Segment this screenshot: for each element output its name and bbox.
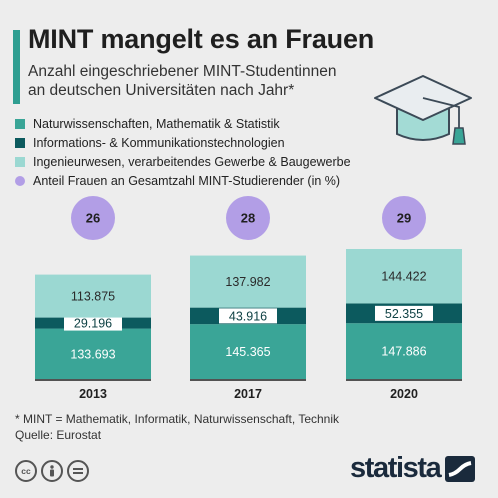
statista-mark-icon [445, 455, 476, 482]
data-label-box-2017 [219, 308, 277, 324]
share-bubble-2017 [226, 196, 270, 240]
legend-label-ingenieurwesen: Ingenieurwesen, verarbeitendes Gewerbe &… [33, 154, 351, 169]
data-label-ikt-2013: 29.196 [74, 317, 112, 331]
legend-item-naturwissenschaften: Naturwissenschaften, Mathematik & Statis… [15, 114, 351, 133]
bar-segment-naturwissenschaften-2013 [35, 328, 151, 379]
legend-swatch-anteil [15, 175, 25, 186]
statista-logo: statista [350, 452, 476, 485]
statista-logo-text: statista [350, 452, 442, 484]
data-label-ingenieurwesen-2017: 137.982 [225, 275, 270, 289]
data-label-ikt-2017: 43.916 [229, 309, 267, 323]
legend-item-anteil: Anteil Frauen an Gesamtzahl MINT-Studier… [15, 171, 351, 190]
data-label-naturwissenschaften-2013: 133.693 [70, 347, 115, 361]
x-tick-label-2017: 2017 [234, 387, 262, 401]
data-label-ingenieurwesen-2020: 144.422 [381, 270, 426, 284]
share-bubble-2020 [382, 196, 426, 240]
stacked-bar-chart: 133.693 29.196 113.875 2013 26 145.365 43.916 1… [35, 196, 462, 401]
legend-item-ikt: Informations- & Kommunikationstechnologi… [15, 133, 351, 152]
footnote: * MINT = Mathematik, Informatik, Naturwi… [15, 411, 339, 443]
data-label-naturwissenschaften-2017: 145.365 [225, 345, 270, 359]
data-label-naturwissenschaften-2020: 147.886 [381, 345, 426, 359]
share-label-2020: 29 [397, 211, 411, 226]
source-note: Quelle: Eurostat [15, 428, 102, 442]
graduation-cap-icon [374, 75, 472, 145]
data-label-box-2013 [64, 315, 122, 331]
legend-item-ingenieurwesen: Ingenieurwesen, verarbeitendes Gewerbe &… [15, 152, 351, 171]
x-tick-label-2020: 2020 [390, 387, 418, 401]
bar-segment-ingenieurwesen-2013 [35, 274, 151, 318]
footnote-mint-definition: * MINT = Mathematik, Informatik, Naturwi… [15, 412, 340, 426]
legend-label-naturwissenschaften: Naturwissenschaften, Mathematik & Statis… [33, 116, 280, 131]
nd-icon [67, 460, 89, 482]
page-subtitle: Anzahl eingeschriebener MINT-Studentinne… [28, 63, 337, 99]
legend-label-ikt: Informations- & Kommunikationstechnologi… [33, 135, 285, 150]
legend-swatch-ingenieurwesen [15, 156, 25, 167]
legend-swatch-ikt [15, 137, 25, 148]
data-label-ikt-2020: 52.355 [385, 307, 423, 321]
bar-segment-naturwissenschaften-2020 [346, 323, 462, 379]
license-icons: cc [15, 460, 93, 482]
data-label-ingenieurwesen-2013: 113.875 [71, 290, 115, 304]
legend-swatch-naturwissenschaften [15, 118, 25, 129]
bar-segment-ingenieurwesen-2020 [346, 249, 462, 304]
share-bubble-2013 [71, 196, 115, 240]
cc-icon: cc [15, 460, 37, 482]
bar-segment-ingenieurwesen-2017 [190, 255, 306, 308]
bar-segment-naturwissenschaften-2017 [190, 324, 306, 379]
legend-label-anteil: Anteil Frauen an Gesamtzahl MINT-Studier… [33, 173, 341, 188]
share-label-2017: 28 [241, 211, 255, 226]
share-label-2013: 26 [86, 211, 100, 226]
data-label-box-2020 [375, 305, 433, 321]
by-icon [41, 460, 63, 482]
legend: Naturwissenschaften, Mathematik & Statis… [15, 114, 351, 190]
title-accent-bar [13, 30, 20, 104]
x-tick-label-2013: 2013 [79, 387, 107, 401]
page-title: MINT mangelt es an Frauen [28, 24, 375, 54]
